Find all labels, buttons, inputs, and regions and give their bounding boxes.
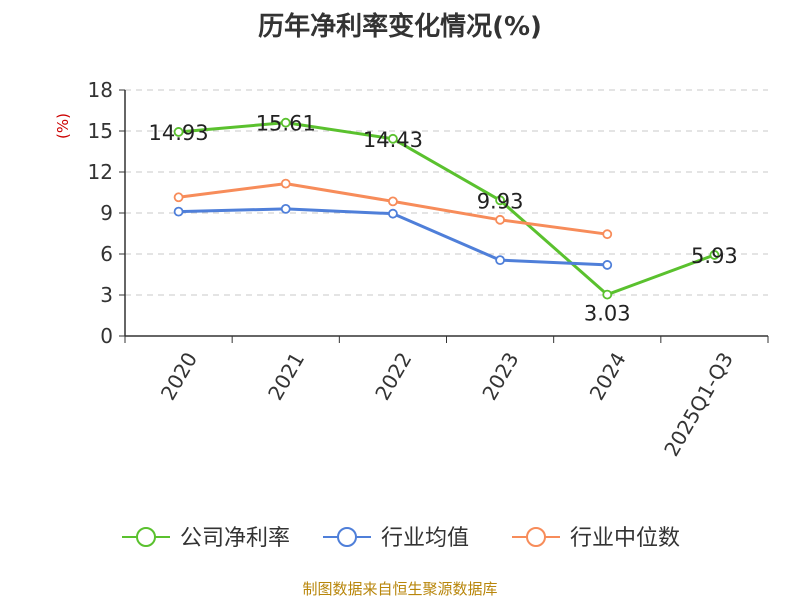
data-label: 3.03 bbox=[584, 302, 631, 326]
data-point bbox=[173, 206, 184, 217]
y-axis-label: (%) bbox=[54, 113, 72, 139]
y-tick-label: 3 bbox=[100, 283, 113, 307]
series-line-0 bbox=[178, 121, 715, 297]
legend-label: 行业均值 bbox=[381, 526, 469, 551]
data-label: 14.43 bbox=[363, 128, 423, 152]
legend-label: 公司净利率 bbox=[180, 526, 290, 551]
data-point bbox=[388, 133, 398, 144]
chart-title: 历年净利率变化情况(%) bbox=[258, 12, 542, 42]
data-point bbox=[709, 250, 720, 260]
grid-layer bbox=[125, 89, 768, 296]
data-label: 14.93 bbox=[149, 121, 209, 145]
data-point bbox=[388, 208, 398, 219]
data-point bbox=[280, 203, 291, 214]
data-point bbox=[602, 229, 613, 240]
data-point bbox=[280, 117, 291, 128]
data-point bbox=[173, 127, 184, 137]
y-tick-label: 0 bbox=[100, 324, 113, 348]
data-label: 5.93 bbox=[691, 244, 738, 268]
source-note: 制图数据来自恒生聚源数据库 bbox=[302, 580, 498, 598]
y-tick-label: 9 bbox=[100, 201, 113, 225]
y-tick-label: 15 bbox=[88, 119, 113, 143]
legend-marker bbox=[526, 527, 546, 547]
x-tick-label: 2023 bbox=[477, 348, 523, 404]
y-tick-label: 6 bbox=[100, 242, 113, 266]
x-tick-label: 2025Q1-Q3 bbox=[659, 348, 738, 460]
y-tick-label: 12 bbox=[88, 160, 113, 184]
data-label-layer: 14.93 15.61 14.43 9.93 3.03 5.93 bbox=[149, 112, 738, 326]
legend: 公司净利率 行业均值 行业中位数 bbox=[122, 526, 680, 551]
data-point bbox=[173, 192, 184, 203]
data-point bbox=[495, 255, 505, 266]
legend-label: 行业中位数 bbox=[570, 526, 680, 551]
legend-marker bbox=[136, 527, 156, 547]
x-tick-label: 2022 bbox=[370, 348, 416, 404]
data-point bbox=[388, 196, 398, 207]
x-tick-label: 2020 bbox=[156, 348, 202, 404]
data-point bbox=[602, 289, 613, 300]
data-point bbox=[495, 214, 505, 225]
series-layer bbox=[173, 117, 720, 300]
x-tick-label: 2024 bbox=[585, 348, 631, 404]
data-label: 9.93 bbox=[477, 189, 524, 213]
x-tick-label: 2021 bbox=[263, 348, 309, 404]
data-point bbox=[495, 195, 505, 206]
data-label: 15.61 bbox=[256, 112, 316, 136]
legend-marker bbox=[337, 527, 357, 547]
data-point bbox=[602, 260, 613, 270]
y-tick-label: 18 bbox=[88, 78, 113, 102]
data-point bbox=[280, 178, 291, 189]
